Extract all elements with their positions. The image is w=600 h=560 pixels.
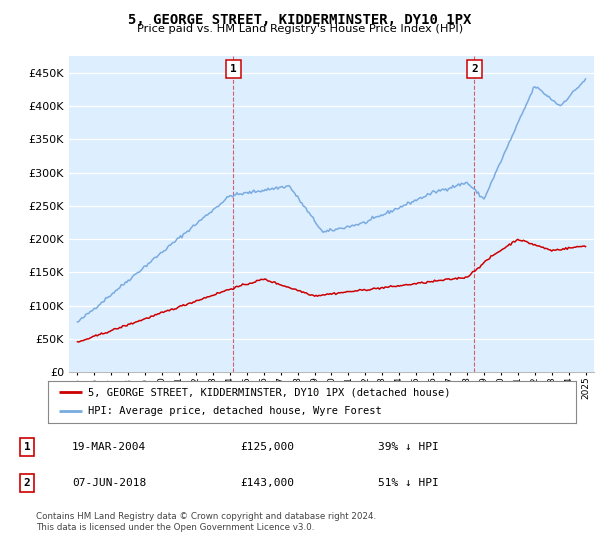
- Text: Contains HM Land Registry data © Crown copyright and database right 2024.
This d: Contains HM Land Registry data © Crown c…: [36, 512, 376, 532]
- Text: 2: 2: [471, 64, 478, 74]
- Text: 19-MAR-2004: 19-MAR-2004: [72, 442, 146, 452]
- Text: 07-JUN-2018: 07-JUN-2018: [72, 478, 146, 488]
- Text: 1: 1: [23, 442, 31, 452]
- Text: Price paid vs. HM Land Registry's House Price Index (HPI): Price paid vs. HM Land Registry's House …: [137, 24, 463, 34]
- Text: HPI: Average price, detached house, Wyre Forest: HPI: Average price, detached house, Wyre…: [88, 407, 382, 417]
- Text: 2: 2: [23, 478, 31, 488]
- Text: 1: 1: [230, 64, 237, 74]
- Text: £143,000: £143,000: [240, 478, 294, 488]
- Text: 5, GEORGE STREET, KIDDERMINSTER, DY10 1PX (detached house): 5, GEORGE STREET, KIDDERMINSTER, DY10 1P…: [88, 387, 450, 397]
- Text: 39% ↓ HPI: 39% ↓ HPI: [378, 442, 439, 452]
- Text: £125,000: £125,000: [240, 442, 294, 452]
- Text: 51% ↓ HPI: 51% ↓ HPI: [378, 478, 439, 488]
- Text: 5, GEORGE STREET, KIDDERMINSTER, DY10 1PX: 5, GEORGE STREET, KIDDERMINSTER, DY10 1P…: [128, 13, 472, 27]
